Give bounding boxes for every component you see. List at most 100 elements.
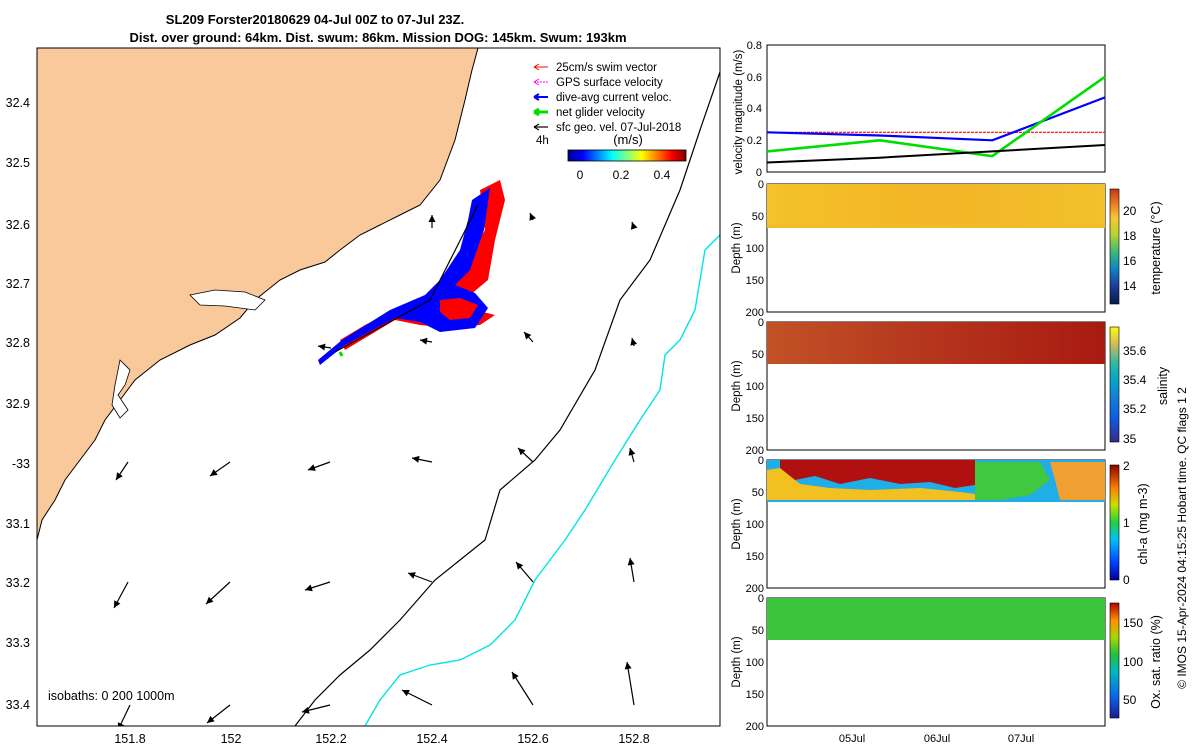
map-colorbar-tick-2: 0.4 — [654, 168, 671, 182]
legend-label-gps-velocity: GPS surface velocity — [556, 77, 663, 89]
temperature-colorbar-tick: 16 — [1123, 254, 1137, 268]
lake-shape — [189, 289, 266, 311]
map-y-tick: 32.9 — [6, 397, 30, 411]
depth-label: Depth (m) — [731, 222, 743, 273]
legend-label-sfc-geo-vel: sfc geo. vel. 07-Jul-2018 — [556, 122, 681, 134]
velocity-series-line — [766, 75, 1106, 158]
depth-tick: 150 — [746, 551, 764, 563]
sfc-geo-velocity-vectors — [113, 212, 638, 726]
map-y-tick: 33.4 — [6, 698, 30, 712]
salinity-colorbar-tick: 35.4 — [1123, 373, 1147, 387]
isobath-note: isobaths: 0 200 1000m — [48, 689, 174, 703]
velocity-y-label: velocity magnitude (m/s) — [733, 50, 745, 175]
legend-label-net-velocity: net glider velocity — [556, 107, 645, 119]
time-tick: 06Jul — [924, 733, 950, 745]
map-x-tick: 152.6 — [517, 732, 548, 746]
legend-label-dive-avg-current: dive-avg current veloc. — [556, 92, 672, 104]
map-x-tick: 152.8 — [618, 732, 649, 746]
depth-tick: 150 — [746, 275, 764, 287]
map-colorbar-tick-1: 0.2 — [613, 168, 630, 182]
velocity-series-lines — [766, 75, 1106, 164]
time-tick: 07Jul — [1008, 733, 1034, 745]
glider-track — [318, 180, 505, 365]
sfc-geo-vel-arrowhead — [308, 464, 316, 471]
chl-colorbar-tick: 2 — [1123, 459, 1130, 473]
chl-field-high — [780, 460, 975, 488]
profile-panels: Depth (m) 0 50 100 150 200 14 16 18 20 t… — [731, 179, 1170, 745]
depth-tick: 200 — [746, 721, 764, 733]
salinity-colorbar-tick: 35.2 — [1123, 402, 1147, 416]
track-current-area — [318, 188, 490, 365]
sfc-geo-vel-arrowhead — [524, 332, 532, 340]
map-y-tick: 33.1 — [6, 517, 30, 531]
depth-tick: 100 — [746, 657, 764, 669]
temperature-colorbar-label: temperature (°C) — [1149, 201, 1163, 294]
salinity-colorbar-tick: 35 — [1123, 432, 1137, 446]
sfc-geo-vel-arrowhead — [206, 596, 214, 604]
chl-panel: Depth (m) 0 50 100 150 200 0 1 2 chl-a (… — [731, 455, 1150, 595]
isobath-1000m — [364, 234, 720, 726]
map-x-tick: 152 — [221, 732, 242, 746]
map-colorbar: (m/s) 0 0.2 0.4 — [567, 132, 687, 182]
sfc-geo-vel-arrowhead — [117, 722, 125, 726]
map-x-tick: 152.4 — [416, 732, 447, 746]
depth-tick: 0 — [758, 455, 764, 467]
isobath-200m — [294, 71, 720, 726]
legend-label-swim-vector: 25cm/s swim vector — [556, 62, 657, 74]
temperature-colorbar-tick: 20 — [1123, 204, 1137, 218]
temperature-colorbar — [1109, 188, 1120, 305]
sfc-geo-vel-arrowhead — [630, 222, 638, 230]
legend-item-sfc-geo-vel: sfc geo. vel. 07-Jul-2018 — [533, 122, 681, 134]
chl-field-mid — [767, 468, 975, 500]
salinity-field — [767, 322, 1105, 364]
oxygen-colorbar-tick: 50 — [1123, 693, 1137, 707]
depth-tick: 100 — [746, 243, 764, 255]
depth-tick: 50 — [752, 625, 764, 637]
legend-time-label: 4h — [536, 135, 549, 147]
oxygen-panel: Depth (m) 0 50 100 150 200 50 100 150 Ox… — [731, 593, 1163, 733]
map-colorbar-tick-0: 0 — [577, 168, 584, 182]
chl-colorbar-label: chl-a (mg m-3) — [1136, 483, 1150, 564]
map-y-tick: 32.5 — [6, 156, 30, 170]
depth-label: Depth (m) — [731, 498, 743, 549]
copyright-note: © IMOS 15-Apr-2024 04:15:25 Hobart time.… — [1175, 387, 1189, 689]
salinity-colorbar-tick: 35.6 — [1123, 344, 1147, 358]
sfc-geo-vel-arrowhead — [302, 706, 310, 714]
salinity-colorbar-label: salinity — [1156, 366, 1170, 405]
salinity-panel: Depth (m) 0 50 100 150 200 35 35.2 35.4 … — [731, 317, 1170, 457]
map-panel: 25cm/s swim vector GPS surface velocity … — [6, 47, 721, 746]
island-shape — [111, 359, 131, 419]
oxygen-colorbar-tick: 100 — [1123, 655, 1143, 669]
legend-item-dive-avg-current: dive-avg current veloc. — [533, 92, 672, 104]
map-y-tick: 33.2 — [6, 576, 30, 590]
depth-label: Depth (m) — [731, 636, 743, 687]
sfc-geo-vel-arrowhead — [116, 472, 123, 480]
chl-colorbar-tick: 0 — [1123, 573, 1130, 587]
velocity-plot-frame — [766, 44, 1106, 173]
map-border — [36, 47, 721, 727]
sfc-geo-vel-arrowhead — [428, 215, 436, 222]
map-y-tick: 32.7 — [6, 277, 30, 291]
depth-label: Depth (m) — [731, 360, 743, 411]
map-legend: 25cm/s swim vector GPS surface velocity … — [533, 62, 681, 147]
temperature-colorbar-tick: 18 — [1123, 229, 1137, 243]
depth-tick: 150 — [746, 413, 764, 425]
sfc-geo-vel-arrow — [626, 661, 635, 706]
velocity-series-line — [766, 96, 1106, 142]
oxygen-field — [767, 598, 1105, 640]
temperature-colorbar-tick: 14 — [1123, 279, 1137, 293]
chl-field-orange — [1050, 462, 1105, 500]
temperature-field-edge — [767, 225, 1105, 228]
temperature-field — [767, 184, 1105, 225]
time-tick: 05Jul — [839, 733, 865, 745]
depth-tick: 200 — [746, 583, 764, 595]
sfc-geo-vel-arrowhead — [408, 572, 416, 579]
depth-tick: 50 — [752, 211, 764, 223]
sfc-geo-vel-arrowhead — [210, 469, 218, 476]
depth-tick: 100 — [746, 381, 764, 393]
legend-item-net-velocity: net glider velocity — [533, 107, 645, 119]
sfc-geo-vel-arrowhead — [305, 584, 313, 592]
depth-tick: 50 — [752, 349, 764, 361]
map-y-tick: 32.6 — [6, 218, 30, 232]
sfc-geo-vel-arrowhead — [630, 338, 638, 346]
